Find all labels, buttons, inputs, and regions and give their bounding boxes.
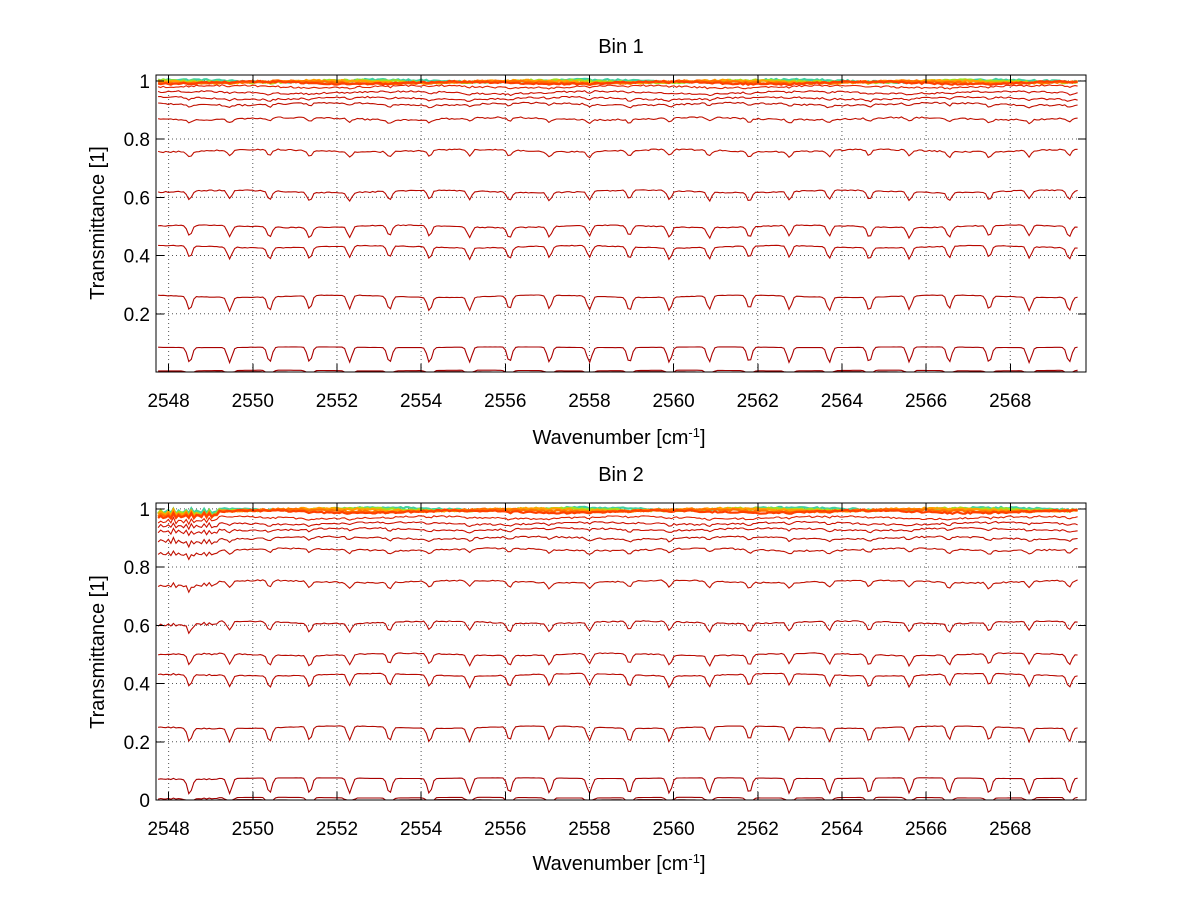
series-line-s13	[157, 652, 1078, 668]
series-line-s10	[157, 547, 1078, 561]
series-line-s13	[158, 224, 1078, 240]
x-tick-label: 2560	[652, 819, 694, 840]
series-line-s11	[157, 579, 1078, 594]
series-line-s15	[158, 294, 1078, 313]
y-tick-label: 0.8	[124, 558, 150, 579]
series-line-s16	[157, 777, 1078, 796]
y-tick-label: 0.8	[124, 130, 150, 151]
x-tick-label: 2564	[821, 819, 864, 840]
series-line-s15	[158, 725, 1078, 744]
series-line-s5	[157, 79, 1078, 87]
x-tick-label: 2556	[484, 391, 526, 412]
plot-area	[156, 503, 1086, 801]
axis-ticks: 2548 2550 2552 2554 2556 2558 2560 2562 2564 2566…	[124, 72, 1086, 412]
series-line-s5	[157, 508, 1078, 521]
y-tick-label: 0.6	[124, 188, 150, 209]
x-tick-label: 2552	[316, 819, 358, 840]
series-line-s7	[157, 520, 1078, 531]
x-tick-label: 2550	[232, 819, 274, 840]
x-axis-label: Wavenumber [cm-1]	[532, 425, 705, 450]
x-axis-label: Wavenumber [cm-1]	[532, 851, 705, 876]
chart-title: Bin 1	[598, 36, 644, 58]
series-line-s9	[157, 535, 1078, 549]
series-line-s12	[157, 620, 1078, 635]
series-line-s12	[157, 189, 1078, 203]
x-tick-label: 2556	[484, 819, 526, 840]
x-tick-label: 2548	[147, 391, 189, 412]
y-tick-label: 1	[139, 500, 150, 521]
x-tick-label: 2566	[905, 391, 947, 412]
series-line-s16	[158, 346, 1078, 365]
series-line-s8	[158, 95, 1078, 103]
x-tick-label: 2564	[821, 391, 864, 412]
y-axis-label: Transmittance [1]	[87, 575, 109, 729]
chart-title: Bin 2	[598, 464, 644, 486]
y-axis-label: Transmittance [1]	[87, 146, 109, 300]
axis-ticks: 2548 2550 2552 2554 2556 2558 2560 2562 2564 2566…	[124, 500, 1086, 840]
x-tick-label: 2562	[737, 819, 779, 840]
series-line-s7	[157, 90, 1078, 97]
x-tick-label: 2554	[400, 819, 443, 840]
series-line-s14	[158, 244, 1078, 261]
series-line-s11	[157, 148, 1078, 159]
series-line-s6	[157, 84, 1078, 90]
x-tick-label: 2562	[737, 391, 779, 412]
series-line-s9	[158, 101, 1078, 109]
x-tick-label: 2558	[568, 819, 610, 840]
chart-bin-2: Bin 2 2548 2550 2552 2554 2556 2558 2560 2562 25…	[87, 464, 1087, 876]
chart-bin-1: Bin 1 2548 2550 2552 2554 2556 2558 2560 2562 25…	[87, 36, 1087, 450]
x-tick-label: 2552	[316, 391, 358, 412]
y-tick-label: 0.2	[124, 305, 150, 326]
series-line-s6	[157, 515, 1078, 526]
x-tick-label: 2568	[989, 391, 1031, 412]
x-tick-label: 2550	[232, 391, 274, 412]
x-tick-label: 2548	[147, 819, 189, 840]
x-tick-label: 2554	[400, 391, 443, 412]
series-line-s8	[157, 526, 1078, 537]
y-tick-label: 0.6	[124, 616, 150, 637]
x-tick-label: 2566	[905, 819, 947, 840]
x-tick-label: 2568	[989, 819, 1031, 840]
y-tick-label: 1	[139, 72, 150, 93]
y-tick-label: 0	[139, 791, 150, 812]
series-line-s14	[158, 672, 1078, 689]
y-tick-label: 0.4	[124, 675, 151, 696]
y-tick-label: 0.4	[124, 247, 151, 268]
series-line-s10	[157, 116, 1078, 125]
axes-frame	[155, 502, 1087, 801]
y-tick-label: 0.2	[124, 733, 150, 754]
x-tick-label: 2560	[652, 391, 694, 412]
x-tick-label: 2558	[568, 391, 610, 412]
axes-frame	[155, 74, 1087, 373]
